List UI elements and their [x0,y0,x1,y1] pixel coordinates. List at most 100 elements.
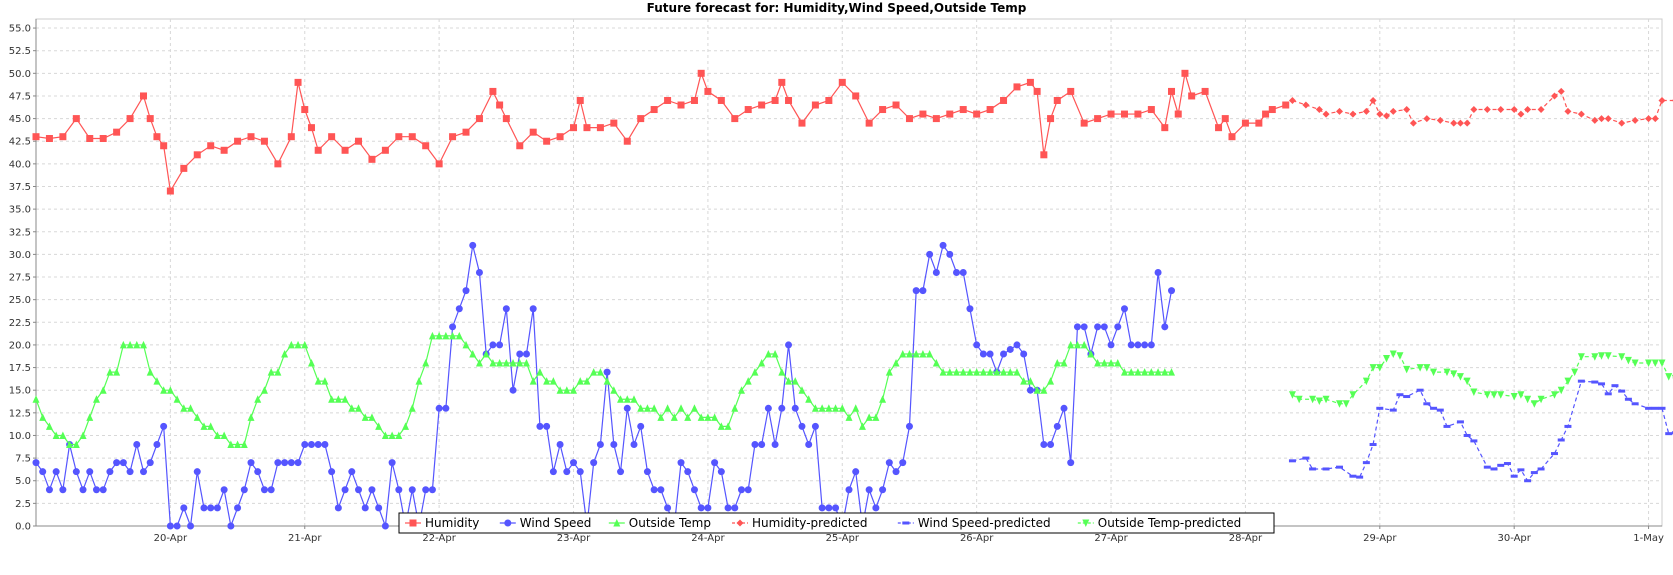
x-tick-label: 24-Apr [691,533,725,544]
data-point [1161,323,1168,330]
data-point [1168,287,1175,294]
data-point [355,138,362,145]
data-point [194,468,201,475]
legend-swatch-marker [504,520,511,527]
data-point [1155,269,1162,276]
data-point [583,124,590,131]
chart-title: Future forecast for: Humidity,Wind Speed… [647,1,1027,15]
data-point [194,151,201,158]
data-point [604,369,611,376]
data-point [254,468,261,475]
data-point [342,486,349,493]
data-point [1000,350,1007,357]
x-tick-label: 26-Apr [960,533,994,544]
data-point [241,486,248,493]
data-point [120,459,127,466]
data-point [966,305,973,312]
data-point [919,111,926,118]
data-point [1423,402,1430,405]
legend-label: Humidity [425,516,479,530]
data-point [570,124,577,131]
data-point [819,504,826,511]
data-point [725,504,732,511]
data-point [1356,476,1363,479]
data-point [46,486,53,493]
data-point [1497,464,1504,467]
data-point [496,341,503,348]
data-point [745,106,752,113]
data-point [577,468,584,475]
data-point [1040,151,1047,158]
data-point [1094,323,1101,330]
y-tick-label: 25.0 [9,295,31,306]
data-point [960,106,967,113]
data-point [536,423,543,430]
data-point [248,459,255,466]
data-point [469,242,476,249]
data-point [973,341,980,348]
data-point [893,102,900,109]
data-point [409,486,416,493]
data-point [39,468,46,475]
data-point [308,441,315,448]
data-point [46,135,53,142]
data-point [436,405,443,412]
data-point [449,133,456,140]
data-point [933,115,940,122]
data-point [214,504,221,511]
data-point [1255,120,1262,127]
data-point [610,441,617,448]
data-point [1289,459,1296,462]
data-point [1067,459,1074,466]
data-point [1101,323,1108,330]
y-tick-label: 7.5 [15,454,31,465]
y-tick-label: 45.0 [9,114,31,125]
data-point [113,129,120,136]
x-tick-label: 1-May [1633,533,1664,544]
data-point [973,111,980,118]
data-point [1054,97,1061,104]
data-point [913,287,920,294]
data-point [59,133,66,140]
data-point [1511,475,1518,478]
data-point [825,504,832,511]
data-point [221,486,228,493]
legend-label: Outside Temp-predicted [1098,516,1241,530]
data-point [1061,405,1068,412]
data-point [489,341,496,348]
y-tick-label: 5.0 [15,476,31,487]
data-point [1443,425,1450,428]
data-point [160,142,167,149]
legend-label: Humidity-predicted [752,516,867,530]
data-point [510,387,517,394]
data-point [651,486,658,493]
data-point [449,323,456,330]
data-point [758,441,765,448]
data-point [1081,323,1088,330]
y-tick-label: 15.0 [9,386,31,397]
data-point [127,468,134,475]
data-point [1013,341,1020,348]
data-point [630,441,637,448]
data-point [93,486,100,493]
data-point [1464,434,1471,437]
data-point [1349,475,1356,478]
data-point [140,468,147,475]
y-tick-label: 2.5 [15,499,31,510]
plot-area [36,19,1662,526]
data-point [664,504,671,511]
data-point [516,350,523,357]
data-point [1430,407,1437,410]
data-point [906,423,913,430]
data-point [321,441,328,448]
data-point [664,97,671,104]
data-point [395,133,402,140]
data-point [940,242,947,249]
data-point [1417,389,1424,392]
data-point [933,269,940,276]
data-point [328,468,335,475]
data-point [1659,407,1666,410]
data-point [543,423,550,430]
data-point [422,486,429,493]
legend-label: Outside Temp [629,516,711,530]
